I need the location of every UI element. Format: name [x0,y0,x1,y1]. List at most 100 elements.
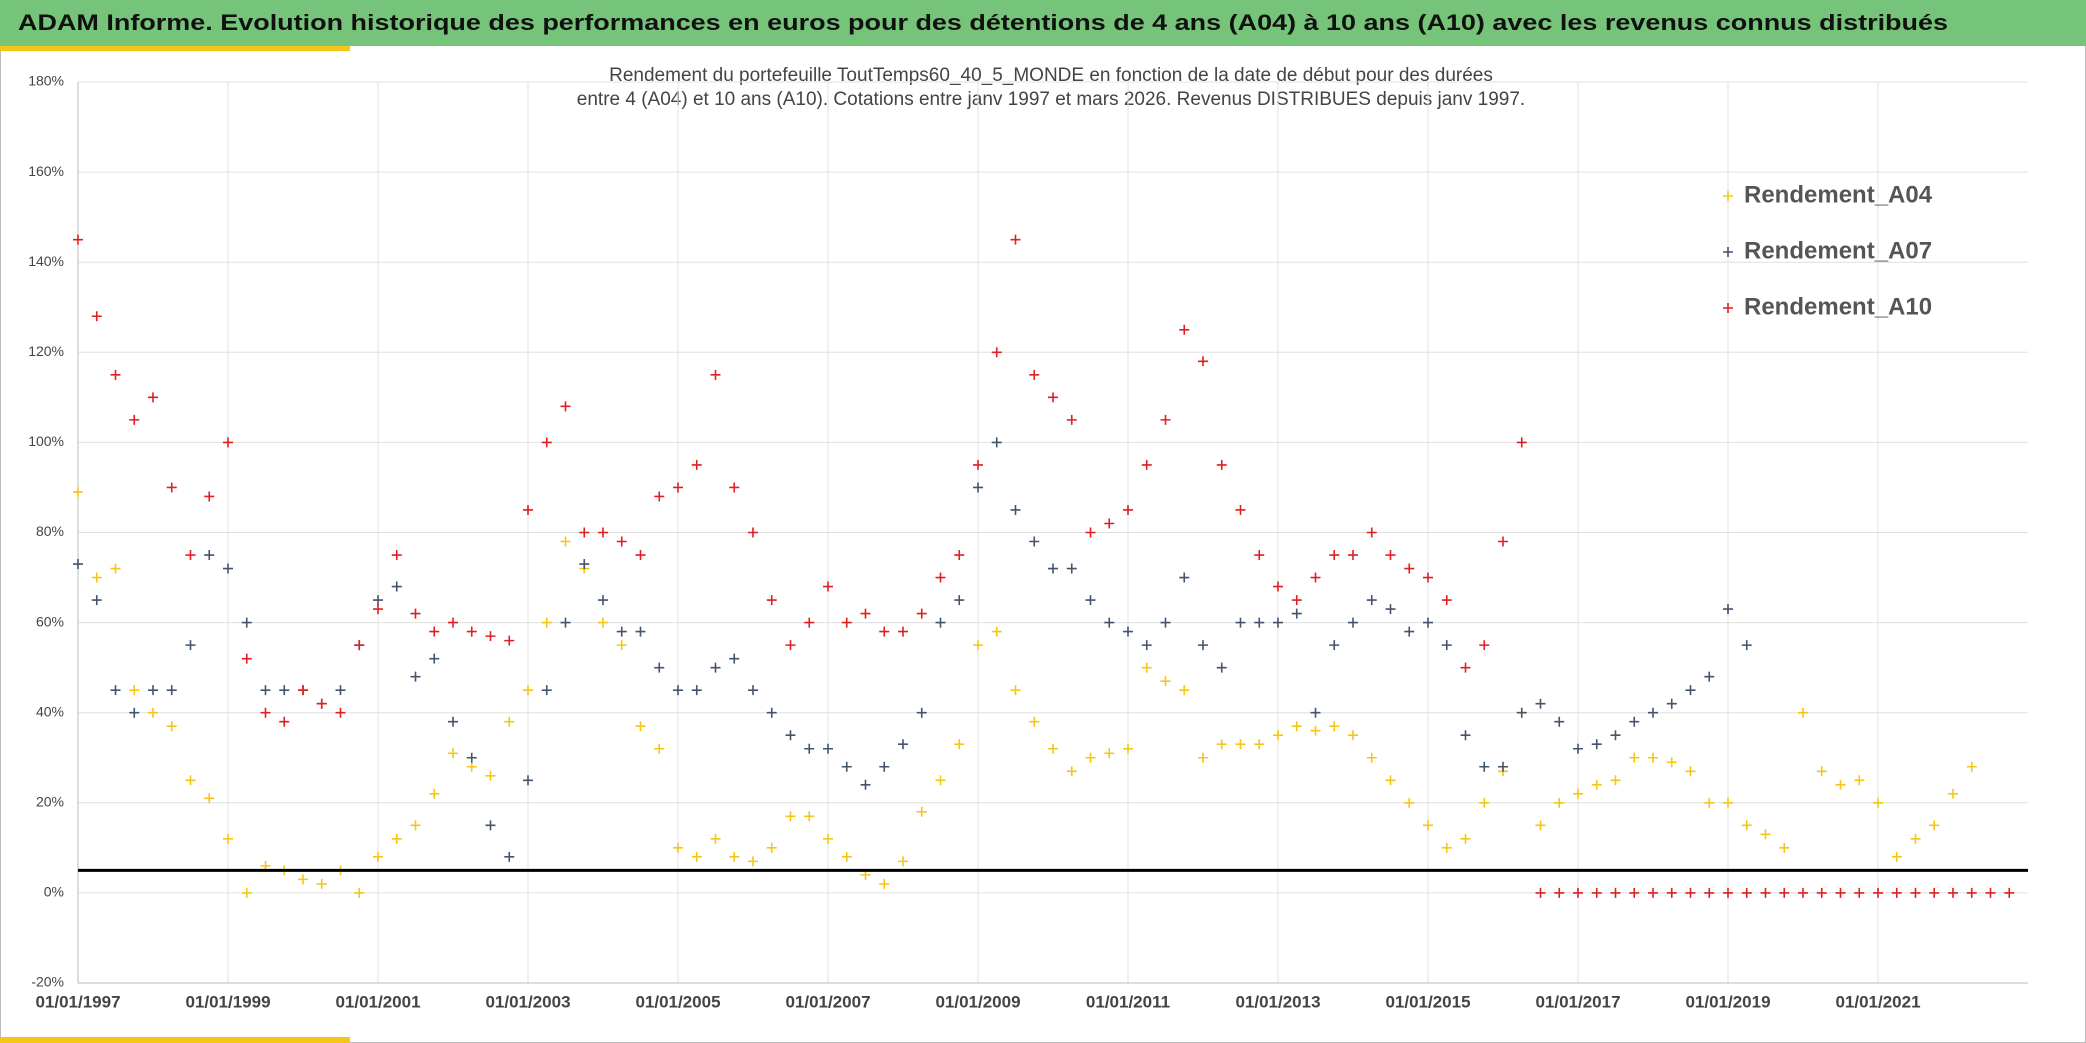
data-point [1666,887,1677,898]
data-point [1385,775,1396,786]
legend-marker [1723,303,1733,313]
data-point [1873,797,1883,808]
data-point [1441,842,1452,853]
data-point [410,671,421,682]
data-point [166,482,177,493]
data-point [1835,887,1846,898]
data-point [1554,797,1565,808]
data-point [1948,887,1958,898]
data-point [1085,752,1096,763]
data-point [916,608,927,619]
data-point [1816,887,1827,898]
data-point [1723,604,1733,615]
data-point [354,887,365,898]
data-point [1535,820,1546,831]
data-point [166,721,177,732]
data-point [1760,829,1771,840]
data-point [1948,788,1958,799]
data-point [673,842,683,853]
data-point [1723,797,1733,808]
data-point [1629,887,1640,898]
data-point [1066,563,1077,574]
x-tick-label: 01/01/2017 [1535,992,1620,1011]
data-point [1929,887,1940,898]
legend-label: Rendement_A07 [1744,237,1932,264]
data-point [1048,743,1058,754]
data-point [504,635,515,646]
data-point [935,617,946,628]
data-point [1648,752,1658,763]
legend-marker [1723,191,1733,201]
data-point [1591,739,1602,750]
data-point [1198,752,1208,763]
data-point [1348,550,1358,561]
y-tick-label: 80% [36,523,64,539]
data-point [1141,662,1152,673]
data-point [1348,617,1358,628]
data-point [748,856,758,867]
y-tick-label: 60% [36,613,64,629]
data-point [1798,887,1808,898]
data-point [673,482,683,493]
data-point [1160,676,1171,687]
data-point [1966,887,1977,898]
data-point [129,414,140,425]
data-point [898,739,908,750]
data-point [223,563,233,574]
data-point [1235,617,1246,628]
data-point [1648,707,1658,718]
data-point [298,874,308,885]
data-point [954,550,965,561]
data-point [748,527,758,538]
data-point [766,595,777,606]
data-point [373,851,383,862]
data-point [598,527,608,538]
data-point [523,775,533,786]
data-point [616,640,627,651]
data-point [1404,797,1415,808]
data-point [335,685,346,696]
data-point [1479,797,1490,808]
page-title: ADAM Informe. Evolution historique des p… [18,10,1948,35]
y-tick-label: 160% [28,163,64,179]
x-tick-label: 01/01/2007 [785,992,870,1011]
data-point [1741,820,1752,831]
data-point [391,833,402,844]
data-point [1048,392,1058,403]
data-point [410,608,421,619]
data-point [1273,617,1283,628]
data-point [1404,563,1415,574]
y-tick-label: 120% [28,343,64,359]
legend-marker [1723,247,1733,257]
data-point [898,626,908,637]
data-point [354,640,365,651]
data-point [1010,234,1021,245]
footer-strip [0,1037,350,1043]
data-point [1235,504,1246,515]
data-point [748,685,758,696]
data-point [1779,887,1790,898]
y-tick-label: 100% [28,433,64,449]
data-point [729,653,740,664]
data-point [729,851,740,862]
data-point [991,437,1002,448]
data-point [935,775,946,786]
data-point [1685,887,1696,898]
data-point [1516,707,1527,718]
data-point [1160,414,1171,425]
data-point [1216,739,1227,750]
data-point [1029,369,1040,380]
data-point [204,793,215,804]
data-point [1235,739,1246,750]
data-point [391,550,402,561]
data-point [973,482,983,493]
data-point [1704,887,1715,898]
data-point [1179,324,1190,335]
x-tick-label: 01/01/2021 [1835,992,1920,1011]
data-point [1366,595,1377,606]
data-point [1310,707,1321,718]
data-point [1104,518,1115,529]
data-point [523,504,533,515]
data-point [335,707,346,718]
